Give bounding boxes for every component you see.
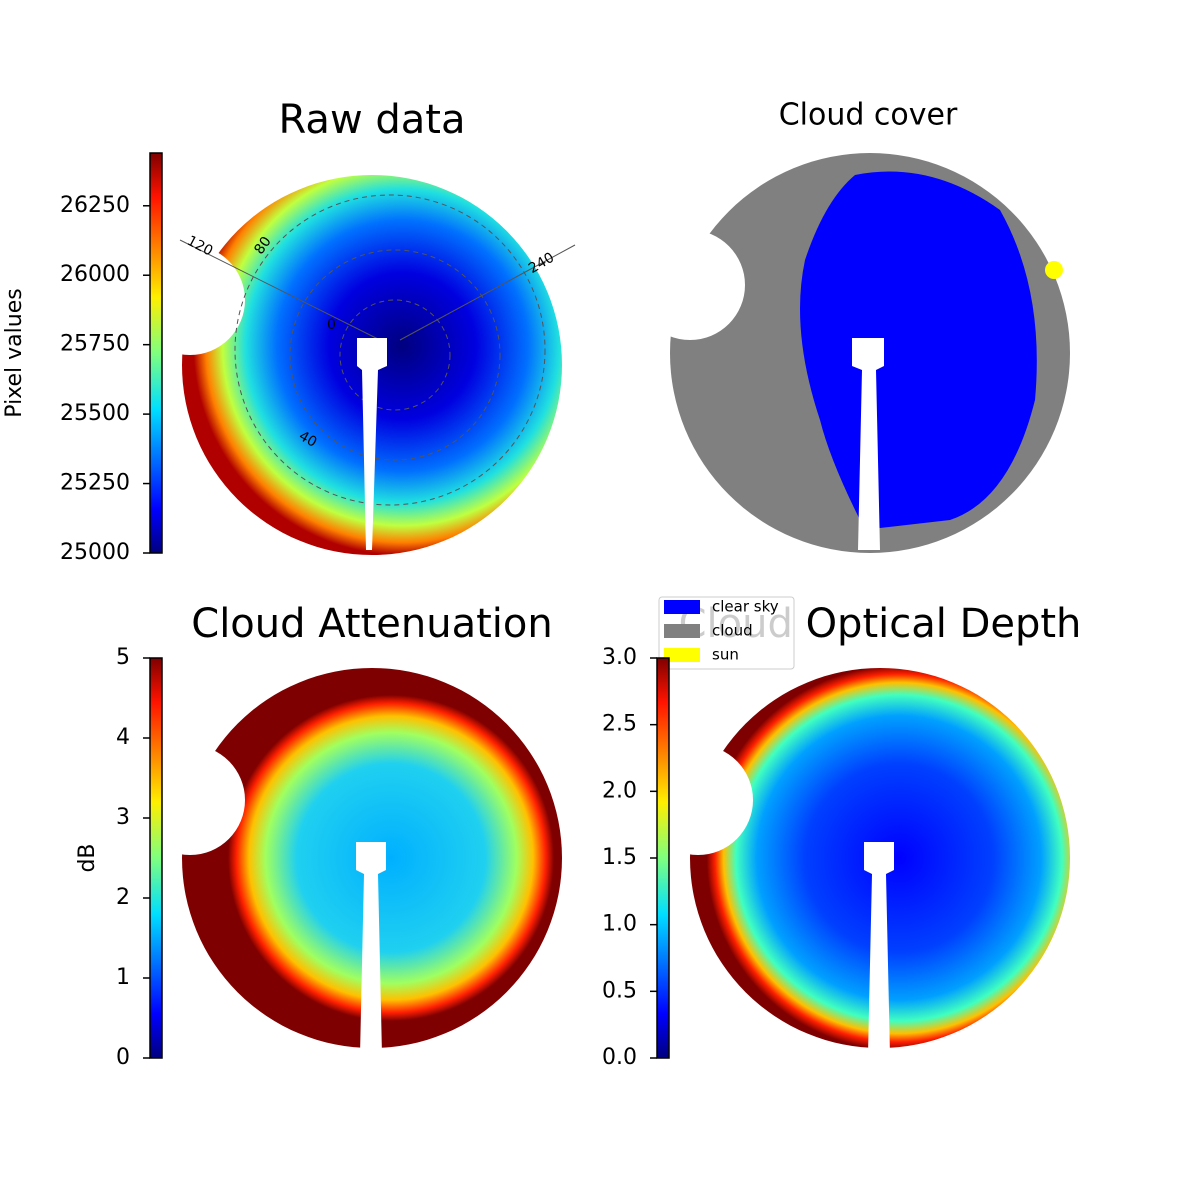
tick-label: 3.0 [602,645,637,670]
colorbar-label: Pixel values [2,288,27,417]
polar-label: 40 [296,428,319,451]
attenuation-image [135,668,562,1055]
polar-label: 240 [526,250,557,277]
tick-label: 25250 [60,471,130,496]
tick-label: 1 [116,965,130,990]
sky-image [135,175,576,555]
tick-label: 25750 [60,332,130,357]
tick-label: 25000 [60,540,130,565]
tick-label: 25500 [60,401,130,426]
legend: clear sky cloud sun [658,596,795,670]
polar-label: 0 [327,317,336,333]
legend-label: clear sky [712,598,779,616]
legend-swatch [664,624,700,638]
tick-label: 26000 [60,262,130,287]
tick-label: 2.0 [602,778,637,803]
tick-label: 2.5 [602,712,637,737]
colorbar [656,657,670,1059]
tick-label: 1.0 [602,912,637,937]
legend-label: sun [712,646,739,664]
legend-label: cloud [712,622,753,640]
colorbar [149,657,163,1059]
tick-label: 1.5 [602,845,637,870]
panel-title: Raw data [279,97,466,143]
panel-title: Cloud cover [779,98,958,133]
optical-depth-image [643,668,1070,1055]
tick-label: 3 [116,805,130,830]
colorbar [149,152,163,554]
colorbar-label: dB [75,843,100,872]
legend-swatch [664,648,700,662]
tick-label: 0 [116,1045,130,1070]
tick-label: 26250 [60,193,130,218]
panel-title: Cloud Attenuation [191,601,552,647]
tick-label: 0.0 [602,1045,637,1070]
legend-swatch [664,600,700,614]
cloud-mask [635,153,1070,553]
tick-label: 2 [116,885,130,910]
tick-label: 5 [116,645,130,670]
tick-label: 0.5 [602,978,637,1003]
tick-label: 4 [116,725,130,750]
